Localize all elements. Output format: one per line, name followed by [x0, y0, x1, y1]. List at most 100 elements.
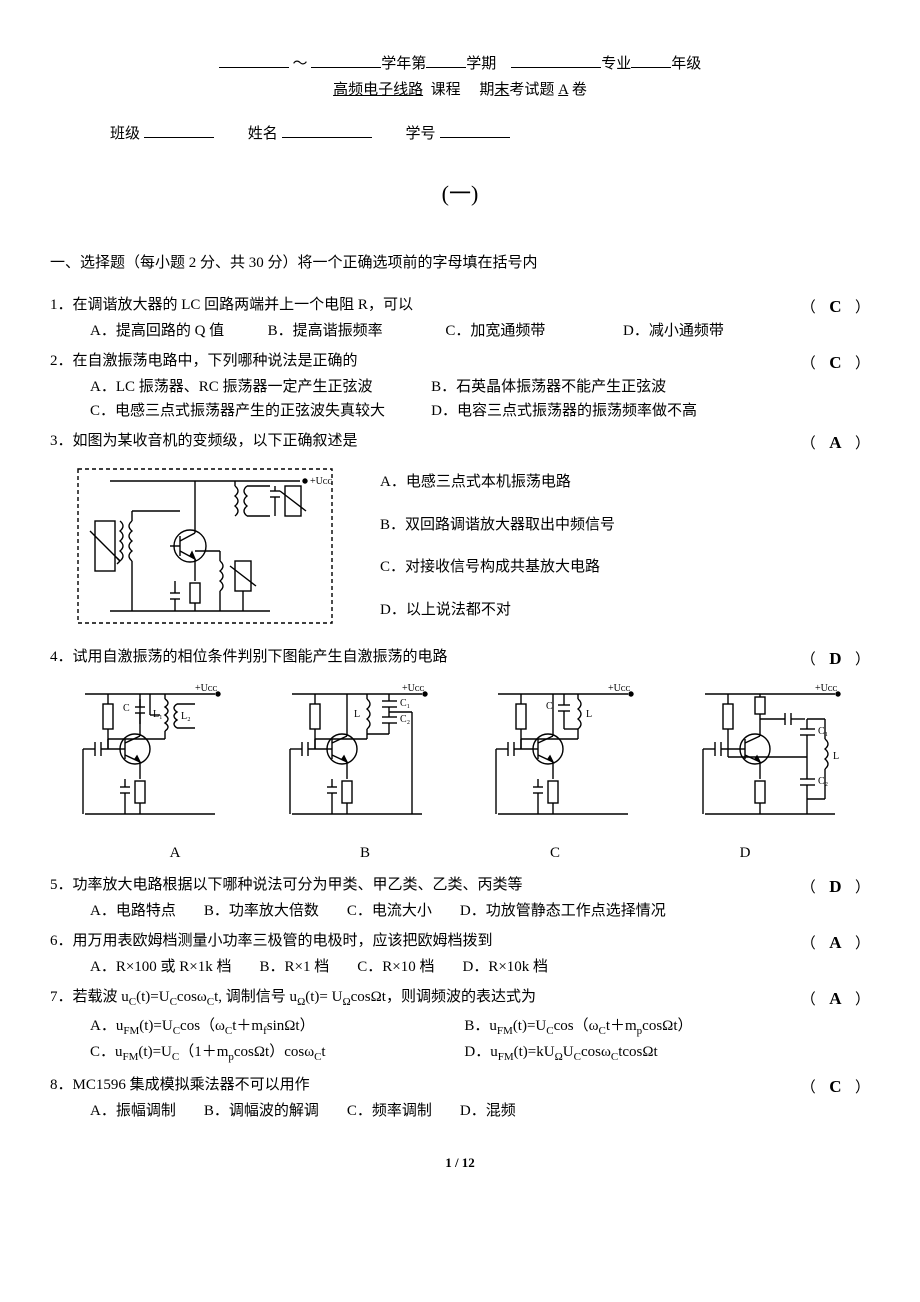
svg-text:L: L [586, 709, 592, 720]
question-2: 2．在自激振荡电路中，下列哪种说法是正确的 （ C ） [50, 349, 870, 373]
q3-text: 如图为某收音机的变频级，以下正确叙述是 [73, 433, 358, 449]
q3-num: 3． [50, 433, 73, 449]
q4-text: 试用自激振荡的相位条件判别下图能产生自激振荡的电路 [73, 649, 448, 665]
q2-opt-a: A．LC 振荡器、RC 振荡器一定产生正弦波 [90, 375, 431, 399]
svg-text:C₁: C₁ [818, 726, 828, 737]
q7-answer: A [823, 989, 847, 1008]
q2-opt-d: D．电容三点式振荡器的振荡频率做不高 [431, 399, 772, 423]
q7-answer-slot: （ A ） [801, 985, 870, 1012]
q4-circuit-c: +Uᴄᴄ L C [473, 679, 653, 837]
q3-options: A．电感三点式本机振荡电路 B．双回路调谐放大器取出中频信号 C．对接收信号构成… [380, 461, 615, 631]
q4-num: 4． [50, 649, 73, 665]
exam-mid: 末 [494, 82, 509, 98]
q3-body: +Uᴄᴄ [70, 461, 870, 631]
q4-label-d: D [660, 841, 830, 865]
q8-opt-b: B．调幅波的解调 [204, 1099, 319, 1123]
svg-text:C₂: C₂ [818, 776, 828, 787]
q8-answer-slot: （ C ） [801, 1073, 870, 1100]
q8-answer: C [823, 1077, 847, 1096]
q4-circuit-d: +Uᴄᴄ C₁ C₂ L [680, 679, 860, 837]
id-label: 学号 [406, 126, 436, 142]
q4-answer: D [823, 649, 847, 668]
question-3: 3．如图为某收音机的变频级，以下正确叙述是 （ A ） [50, 429, 870, 453]
q7-num: 7． [50, 989, 73, 1005]
svg-text:C₁: C₁ [400, 698, 410, 709]
q4-circuits: +Uᴄᴄ L₁ L₂ [60, 679, 860, 837]
q3-opt-d: D．以上说法都不对 [380, 598, 615, 622]
q1-text: 在调谐放大器的 LC 回路两端并上一个电阻 R，可以 [73, 297, 413, 313]
q3-answer: A [823, 433, 847, 452]
q5-opt-a: A．电路特点 [90, 899, 176, 923]
svg-text:C: C [546, 701, 553, 712]
class-label: 班级 [110, 126, 140, 142]
student-info: 班级 姓名 学号 [110, 122, 870, 146]
q1-opt-a: A．提高回路的 Q 值 [90, 319, 240, 343]
q4-label-a: A [90, 841, 260, 865]
q1-opt-c: C．加宽通频带 [445, 319, 595, 343]
q3-circuit-diagram: +Uᴄᴄ [70, 461, 340, 631]
q4-labels: A B C D [90, 841, 830, 865]
q2-num: 2． [50, 353, 73, 369]
q1-opt-b: B．提高谐振频率 [268, 319, 418, 343]
question-4: 4．试用自激振荡的相位条件判别下图能产生自激振荡的电路 （ D ） [50, 645, 870, 669]
svg-text:+Uᴄᴄ: +Uᴄᴄ [310, 476, 333, 487]
q8-text: MC1596 集成模拟乘法器不可以用作 [73, 1077, 310, 1093]
q4-circuit-a: +Uᴄᴄ L₁ L₂ [60, 679, 240, 837]
q2-opt-b: B．石英晶体振荡器不能产生正弦波 [431, 375, 772, 399]
q7-opt-a: A．uFM(t)=UCcos（ωCt＋mfsinΩt） [90, 1014, 464, 1041]
q8-opt-d: D．混频 [460, 1099, 516, 1123]
question-5: 5．功率放大电路根据以下哪种说法可分为甲类、甲乙类、乙类、丙类等 （ D ） [50, 873, 870, 897]
q5-options: A．电路特点 B．功率放大倍数 C．电流大小 D．功放管静态工作点选择情况 [90, 899, 801, 923]
q8-opt-c: C．频率调制 [347, 1099, 432, 1123]
part-number: (一) [50, 176, 870, 211]
q8-opt-a: A．振幅调制 [90, 1099, 176, 1123]
hdr-major: 专业 [601, 56, 631, 72]
q5-text: 功率放大电路根据以下哪种说法可分为甲类、甲乙类、乙类、丙类等 [73, 877, 523, 893]
name-label: 姓名 [248, 126, 278, 142]
q6-options: A．R×100 或 R×1k 档 B．R×1 档 C．R×10 档 D．R×10… [90, 955, 801, 979]
q3-opt-a: A．电感三点式本机振荡电路 [380, 470, 615, 494]
q6-opt-a: A．R×100 或 R×1k 档 [90, 955, 232, 979]
q2-text: 在自激振荡电路中，下列哪种说法是正确的 [73, 353, 358, 369]
q6-answer-slot: （ A ） [801, 929, 870, 956]
q5-opt-b: B．功率放大倍数 [204, 899, 319, 923]
q1-opt-d: D．减小通频带 [623, 319, 773, 343]
question-1: 1．在调谐放大器的 LC 回路两端并上一个电阻 R，可以 （ C ） [50, 293, 870, 317]
exam-end: 卷 [572, 82, 587, 98]
svg-text:+Uᴄᴄ: +Uᴄᴄ [815, 683, 838, 694]
q7-text: 若载波 uC(t)=UCcosωCt, 调制信号 uΩ(t)= UΩcosΩt，… [73, 989, 536, 1005]
svg-text:C: C [123, 703, 130, 714]
q6-opt-d: D．R×10k 档 [462, 955, 548, 979]
q5-opt-c: C．电流大小 [347, 899, 432, 923]
q7-options: A．uFM(t)=UCcos（ωCt＋mfsinΩt） B．uFM(t)=UCc… [90, 1014, 870, 1067]
svg-text:L: L [354, 709, 360, 720]
header-line-1: ～ 学年第学期 专业年级 [50, 52, 870, 76]
q5-num: 5． [50, 877, 73, 893]
q4-label-b: B [280, 841, 450, 865]
page-footer: 1 / 12 [50, 1153, 870, 1174]
q5-opt-d: D．功放管静态工作点选择情况 [460, 899, 666, 923]
q4-answer-slot: （ D ） [801, 645, 870, 672]
q1-options: A．提高回路的 Q 值 B．提高谐振频率 C．加宽通频带 D．减小通频带 [90, 319, 801, 343]
q8-num: 8． [50, 1077, 73, 1093]
hdr-grade: 年级 [671, 56, 701, 72]
question-8: 8．MC1596 集成模拟乘法器不可以用作 （ C ） [50, 1073, 870, 1097]
svg-text:+Uᴄᴄ: +Uᴄᴄ [402, 683, 425, 694]
q5-answer-slot: （ D ） [801, 873, 870, 900]
question-7: 7．若载波 uC(t)=UCcosωCt, 调制信号 uΩ(t)= UΩcosΩ… [50, 985, 870, 1012]
q7-opt-b: B．uFM(t)=UCcos（ωCt＋mpcosΩt） [464, 1014, 838, 1041]
hdr-year: 学年第 [381, 56, 426, 72]
q2-answer: C [823, 353, 847, 372]
svg-text:+Uᴄᴄ: +Uᴄᴄ [195, 683, 218, 694]
q6-text: 用万用表欧姆档测量小功率三极管的电极时，应该把欧姆档拨到 [73, 933, 493, 949]
svg-text:C₂: C₂ [400, 714, 410, 725]
q6-opt-b: B．R×1 档 [260, 955, 330, 979]
svg-text:+Uᴄᴄ: +Uᴄᴄ [608, 683, 631, 694]
q1-answer: C [823, 297, 847, 316]
course-name: 高频电子线路 [333, 82, 423, 98]
svg-text:L: L [833, 751, 839, 762]
section-1-title: 一、选择题（每小题 2 分、共 30 分）将一个正确选项前的字母填在括号内 [50, 251, 870, 275]
hdr-sem: 学期 [466, 56, 496, 72]
course-suffix: 课程 [431, 82, 461, 98]
q1-answer-slot: （ C ） [801, 293, 870, 320]
